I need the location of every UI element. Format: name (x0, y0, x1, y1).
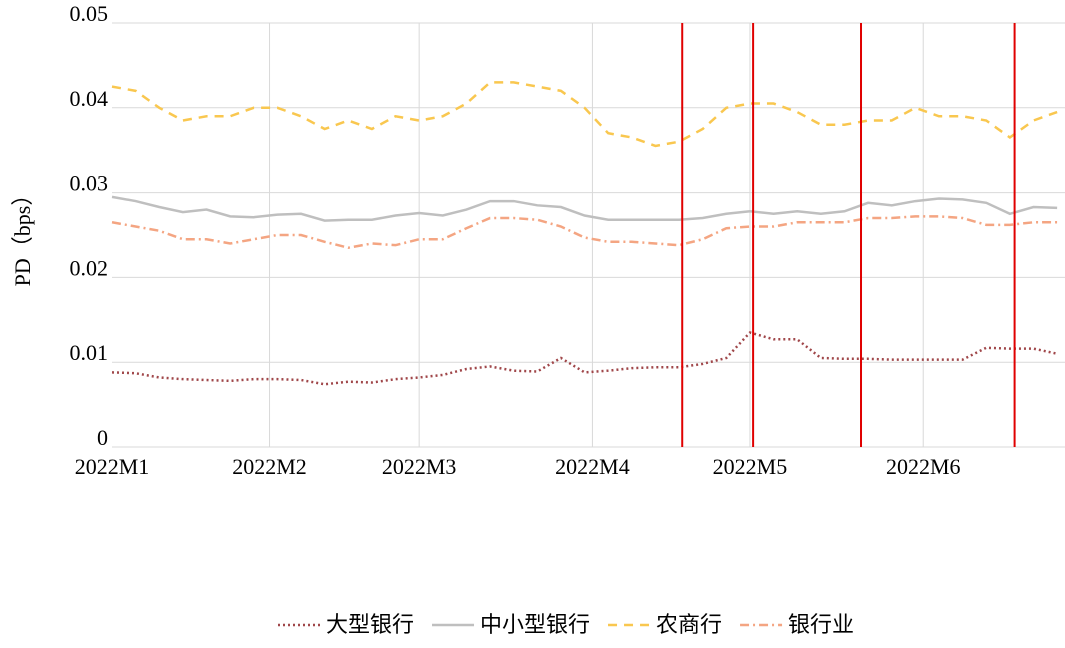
y-tick-label: 0.01 (70, 340, 109, 365)
series-line (111, 331, 1058, 386)
x-tick-label: 2022M3 (382, 454, 457, 479)
x-tick-label: 2022M6 (886, 454, 961, 479)
y-axis-label: PD（bps） (10, 184, 35, 287)
x-tick-label: 2022M2 (232, 454, 307, 479)
x-tick-label: 2022M1 (75, 454, 150, 479)
legend-label: 农商行 (656, 613, 722, 638)
legend-label: 大型银行 (326, 613, 414, 638)
y-tick-label: 0.04 (70, 86, 109, 111)
x-tick-label: 2022M5 (713, 454, 788, 479)
legend: 大型银行 中小型银行 农商行 银行业 (278, 613, 854, 638)
y-tick-label: 0 (97, 425, 108, 450)
series-line (111, 215, 1058, 249)
series-line (111, 81, 1058, 148)
legend-label: 银行业 (788, 613, 854, 638)
y-tick-label: 0.02 (70, 255, 109, 280)
x-tick-label: 2022M4 (555, 454, 630, 479)
y-tick-label: 0.05 (70, 1, 109, 26)
legend-label: 中小型银行 (480, 613, 590, 638)
y-tick-label: 0.03 (70, 171, 109, 196)
grid (112, 22, 1065, 448)
series-line (111, 195, 1058, 222)
